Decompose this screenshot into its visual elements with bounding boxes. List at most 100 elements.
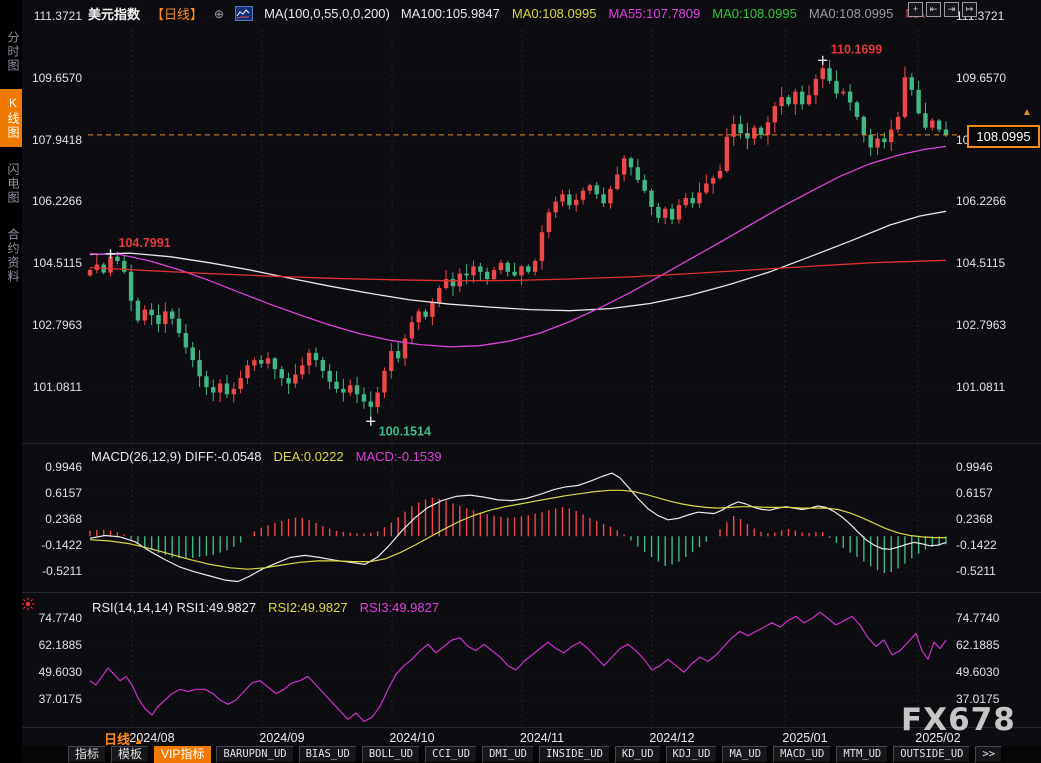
sidebar-item-分时图[interactable]: 分时图 (6, 31, 20, 73)
crosshair-icon[interactable]: + (908, 2, 923, 17)
toolbar-tab-DMI_UD[interactable]: DMI_UD (482, 746, 534, 763)
axis-tick-label: 0.9946 (45, 460, 82, 474)
left-sidebar: 分时图 K线图闪电图合约资料 (0, 0, 22, 763)
axis-tick-label: 49.6030 (956, 665, 1000, 679)
sidebar-item-闪电图[interactable]: 闪电图 (6, 163, 20, 205)
axis-tick-label: -0.1422 (41, 537, 82, 552)
month-label: 2025/02 (915, 731, 961, 745)
panel-separator (22, 443, 1041, 444)
ma-legend-item: MA0:108.0995 (808, 6, 894, 21)
axis-tick-label: 109.6570 (956, 70, 1007, 85)
chevron-up-icon: ▲ (133, 736, 144, 747)
toolbar-tab-INSIDE_UD[interactable]: INSIDE_UD (539, 746, 610, 763)
toolbar-tab-[interactable]: >> (975, 746, 1003, 763)
add-indicator-icon[interactable]: ⊕ (214, 6, 225, 21)
axis-tick-label: 0.6157 (45, 485, 82, 500)
ma-legend-item: MA0:108.0995 (511, 6, 597, 21)
dea-label: DEA:0.0222 (273, 449, 344, 464)
rsi2-label: RSI2:49.9827 (268, 600, 348, 615)
axis-tick-label: 74.7740 (38, 611, 82, 625)
sidebar-item-合约资料[interactable]: 合约资料 (6, 228, 20, 284)
alert-icon (21, 597, 35, 616)
axis-tick-label: 102.7963 (956, 317, 1007, 332)
scroll-right-icon[interactable]: ⇥ (944, 2, 959, 17)
extreme-price-annotation: 110.1699 (831, 42, 882, 56)
period-selector[interactable]: 日线 ▲ (104, 729, 144, 748)
symbol-name: 美元指数 (88, 7, 141, 22)
macd-header: MACD(26,12,9) DIFF:-0.0548 DEA:0.0222 MA… (91, 449, 442, 464)
axis-tick-label: 106.2266 (31, 194, 82, 209)
ma-legend-item: MA55:107.7809 (608, 6, 701, 21)
chart-legend: 美元指数 【日线】 ⊕ MA(100,0,55,0,0,200) MA100:1… (88, 4, 925, 23)
indicator-toolbar: 指标 模板 VIP指标 BARUPDN_UD BIAS_UD BOLL_UD CCI_UD D… (22, 746, 1041, 763)
toolbar-tab-[interactable]: 指标 (68, 746, 107, 763)
toolbar-tab-MACD_UD[interactable]: MACD_UD (773, 746, 832, 763)
toolbar-tab-KDJ_UD[interactable]: KDJ_UD (665, 746, 718, 763)
jump-end-icon[interactable]: ↦ (962, 2, 977, 17)
axis-tick-label: 107.9418 (31, 132, 82, 147)
axis-tick-label: 74.7740 (956, 611, 1000, 625)
axis-tick-label: -0.5211 (956, 563, 996, 578)
brand-watermark: FX678 (901, 702, 1016, 738)
rsi1-label: RSI(14,14,14) RSI1:49.9827 (92, 600, 257, 615)
month-label: 2024/11 (519, 731, 565, 745)
extreme-price-annotation: 100.1514 (379, 424, 431, 438)
macd-value-label: MACD:-0.1539 (355, 449, 442, 464)
ma-legend-item: MA100:105.9847 (400, 6, 500, 21)
chart-thumbnail-icon[interactable] (235, 6, 254, 21)
toolbar-tab-KD_UD[interactable]: KD_UD (614, 746, 661, 763)
toolbar-tab-BOLL_UD[interactable]: BOLL_UD (361, 746, 421, 763)
axis-tick-label: 109.6570 (31, 70, 82, 85)
month-label: 2024/08 (129, 731, 175, 745)
macd-label: MACD(26,12,9) DIFF:-0.0548 (91, 449, 262, 464)
axis-tick-label: -0.5211 (42, 563, 82, 578)
sidebar-item-K线图[interactable]: K线图 (0, 89, 22, 147)
axis-tick-label: 49.6030 (38, 665, 82, 679)
axis-tick-label: 101.0811 (956, 379, 1006, 394)
extreme-price-annotation: 104.7991 (119, 236, 171, 250)
toolbar-tab-VIP[interactable]: VIP指标 (154, 746, 212, 763)
toolbar-tab-MA_UD[interactable]: MA_UD (722, 746, 769, 763)
toolbar-tab-BARUPDN_UD[interactable]: BARUPDN_UD (216, 746, 294, 763)
toolbar-tab-BIAS_UD[interactable]: BIAS_UD (298, 746, 357, 763)
rsi-header: RSI(14,14,14) RSI1:49.9827 RSI2:49.9827 … (92, 600, 439, 615)
axis-tick-label: 101.0811 (32, 379, 82, 394)
time-axis: 日线 ▲ (22, 727, 1041, 748)
axis-tick-label: 0.6157 (956, 485, 993, 500)
axis-tick-label: 0.2368 (45, 511, 82, 526)
toolbar-tab-CCI_UD[interactable]: CCI_UD (425, 746, 478, 763)
axis-tick-label: 104.5115 (956, 256, 1006, 271)
axis-tick-label: 0.9946 (956, 460, 993, 474)
period-selector-label: 日线 (104, 732, 131, 747)
toolbar-tab-MTM_UD[interactable]: MTM_UD (836, 746, 889, 763)
ma-values: MA100:105.9847 MA0:108.0995 MA55:107.7809 M… (401, 6, 925, 21)
rsi3-label: RSI3:49.9827 (359, 600, 440, 615)
axis-tick-label: 102.7963 (31, 317, 82, 332)
ma-legend-item: MA0:108.0995 (712, 6, 797, 21)
axis-tick-label: 0.2368 (956, 511, 993, 526)
period-tag: 【日线】 (151, 7, 204, 22)
panel-separator (22, 592, 1041, 593)
axis-tick-label: 37.0175 (38, 692, 82, 706)
toolbar-tab-[interactable]: 模板 (111, 746, 150, 763)
axis-tick-label: 106.2266 (956, 194, 1007, 209)
panel-separator (22, 727, 1041, 728)
axis-tick-label: 104.5115 (32, 256, 82, 271)
scroll-left-icon[interactable]: ⇤ (926, 2, 941, 17)
axis-tick-label: 62.1885 (38, 638, 82, 652)
axis-tick-label: 37.0175 (956, 692, 1000, 706)
axis-tick-label: 62.1885 (956, 638, 1000, 652)
axis-tick-label: 111.3721 (33, 9, 82, 23)
toolbar-tab-OUTSIDE_UD[interactable]: OUTSIDE_UD (893, 746, 971, 763)
last-price-badge: 108.0995 (967, 124, 1040, 148)
chart-toolbar-icons: + ⇤ ⇥ ↦ (908, 2, 977, 17)
price-up-arrow-glyph: ▲ (1022, 106, 1032, 118)
ma-formula: MA(100,0,55,0,0,200) (264, 6, 390, 21)
axis-tick-label: -0.1422 (956, 537, 997, 552)
month-label: 2025/01 (782, 731, 828, 745)
month-label: 2024/12 (649, 731, 695, 745)
price-up-arrow-icon: ▲ (1022, 106, 1032, 118)
month-label: 2024/10 (389, 731, 435, 745)
